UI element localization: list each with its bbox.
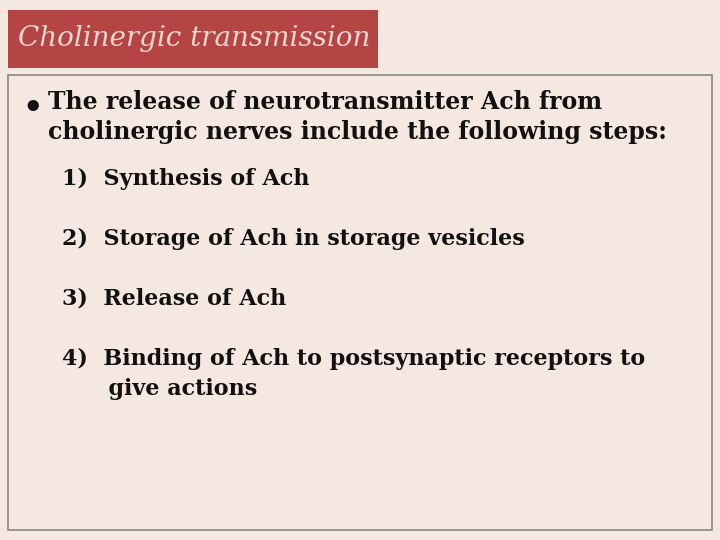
Text: 4)  Binding of Ach to postsynaptic receptors to: 4) Binding of Ach to postsynaptic recept… <box>62 348 645 370</box>
Text: •: • <box>22 93 42 124</box>
Text: 2)  Storage of Ach in storage vesicles: 2) Storage of Ach in storage vesicles <box>62 228 525 250</box>
Text: The release of neurotransmitter Ach from: The release of neurotransmitter Ach from <box>48 90 602 114</box>
Text: Cholinergic transmission: Cholinergic transmission <box>18 25 370 52</box>
Text: 3)  Release of Ach: 3) Release of Ach <box>62 288 287 310</box>
Text: 1)  Synthesis of Ach: 1) Synthesis of Ach <box>62 168 310 190</box>
FancyBboxPatch shape <box>8 10 378 68</box>
Text: give actions: give actions <box>62 378 257 400</box>
Text: cholinergic nerves include the following steps:: cholinergic nerves include the following… <box>48 120 667 144</box>
FancyBboxPatch shape <box>8 75 712 530</box>
